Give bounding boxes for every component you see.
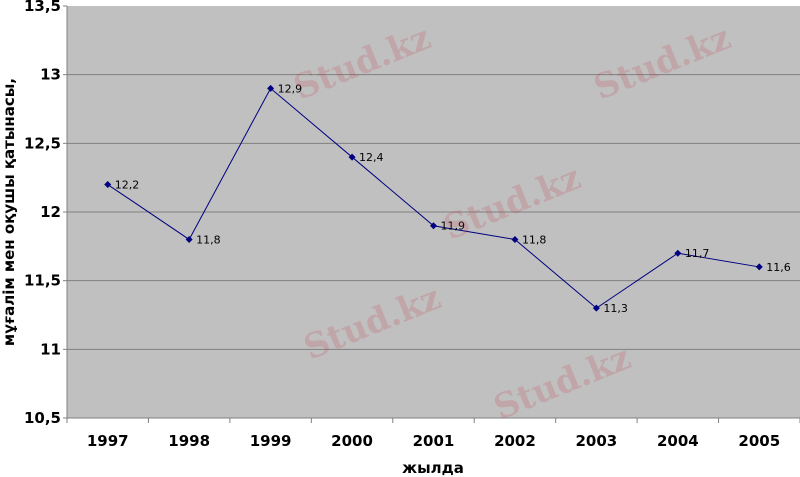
- y-tick-label: 11,5: [24, 272, 61, 290]
- data-label: 11,8: [196, 233, 221, 246]
- data-point: [348, 153, 356, 161]
- x-tick-label: 2004: [657, 432, 699, 450]
- data-point: [674, 249, 682, 257]
- data-point: [267, 84, 275, 92]
- x-tick-label: 2000: [331, 432, 373, 450]
- y-tick-label: 11: [40, 340, 61, 358]
- data-label: 12,2: [115, 179, 140, 192]
- data-label: 11,9: [441, 220, 466, 233]
- data-point: [185, 235, 193, 243]
- data-label: 11,8: [522, 233, 547, 246]
- x-tick-label: 1998: [168, 432, 210, 450]
- y-tick-label: 13: [40, 66, 61, 84]
- data-label: 11,6: [766, 261, 791, 274]
- data-point: [511, 235, 519, 243]
- data-point: [755, 263, 763, 271]
- x-axis-title: жылда: [402, 459, 464, 477]
- data-point: [430, 222, 437, 230]
- y-axis-title: мұғалім мен оқушы қатынасы,: [0, 78, 18, 346]
- data-label: 11,3: [603, 302, 628, 315]
- y-tick-label: 12,5: [24, 134, 61, 152]
- x-tick-label: 1997: [87, 432, 129, 450]
- x-tick-label: 2005: [738, 432, 780, 450]
- x-tick-label: 1999: [250, 432, 292, 450]
- data-point: [104, 181, 112, 189]
- data-label: 11,7: [685, 247, 710, 260]
- x-tick-label: 2001: [413, 432, 455, 450]
- x-tick-label: 2002: [494, 432, 536, 450]
- data-point: [592, 304, 600, 312]
- data-label: 12,4: [359, 151, 384, 164]
- y-tick-label: 12: [40, 203, 61, 221]
- x-tick-label: 2003: [576, 432, 618, 450]
- y-tick-label: 13,5: [24, 0, 61, 15]
- y-tick-label: 10,5: [24, 409, 61, 427]
- data-label: 12,9: [278, 82, 303, 95]
